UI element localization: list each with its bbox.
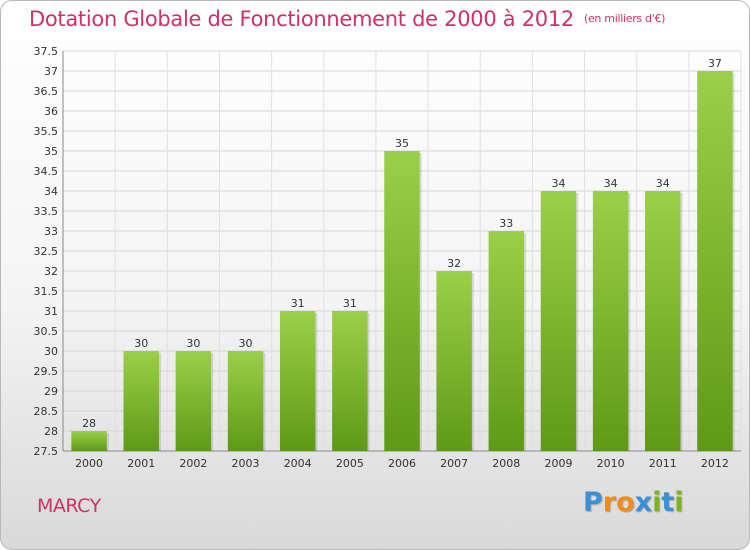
y-tick-label: 29 bbox=[44, 385, 58, 398]
y-tick-label: 34.5 bbox=[34, 165, 59, 178]
bar-value-label: 34 bbox=[551, 177, 565, 190]
y-tick-label: 28 bbox=[44, 425, 58, 438]
x-tick-label: 2007 bbox=[440, 457, 468, 470]
bar-2009 bbox=[540, 191, 577, 451]
x-tick-label: 2011 bbox=[649, 457, 677, 470]
bar-2012 bbox=[697, 71, 733, 451]
y-tick-label: 37.5 bbox=[34, 45, 59, 58]
y-tick-label: 30.5 bbox=[34, 325, 59, 338]
bar-value-label: 31 bbox=[343, 297, 357, 310]
bar-2005 bbox=[332, 311, 368, 451]
x-tick-label: 2009 bbox=[544, 457, 572, 470]
bar-value-label: 32 bbox=[447, 257, 461, 270]
y-tick-label: 36 bbox=[44, 105, 58, 118]
x-tick-label: 2000 bbox=[75, 457, 103, 470]
bar-2008 bbox=[488, 231, 525, 451]
bar-2011 bbox=[645, 191, 681, 451]
logo-letter: i bbox=[674, 487, 684, 518]
proxiti-logo[interactable]: Proxiti bbox=[583, 487, 684, 518]
x-tick-label: 2001 bbox=[127, 457, 155, 470]
logo-letter: t bbox=[661, 487, 675, 518]
y-tick-label: 31 bbox=[44, 305, 58, 318]
bar-2006 bbox=[384, 151, 420, 451]
x-tick-label: 2012 bbox=[701, 457, 729, 470]
bar-value-label: 35 bbox=[395, 137, 409, 150]
bar-value-label: 31 bbox=[291, 297, 305, 310]
chart-subtitle: (en milliers d'€) bbox=[583, 12, 666, 25]
bar-value-label: 30 bbox=[134, 337, 148, 350]
y-tick-label: 27.5 bbox=[34, 445, 59, 458]
chart-title-text: Dotation Globale de Fonctionnement de 20… bbox=[29, 7, 574, 31]
bars bbox=[71, 71, 735, 451]
bar-value-label: 30 bbox=[186, 337, 200, 350]
logo-letter: P bbox=[583, 487, 603, 518]
bar-value-label: 34 bbox=[656, 177, 670, 190]
y-tick-label: 36.5 bbox=[34, 85, 59, 98]
labels: 27.5 28 28.5 29 29.5 30 30.5 31 31.5 32 32.5 33 33.5… bbox=[34, 45, 729, 470]
bar-value-label: 33 bbox=[499, 217, 513, 230]
town-name: MARCY bbox=[37, 495, 101, 517]
logo-letter: i bbox=[652, 487, 662, 518]
logo-letter: r bbox=[602, 487, 617, 518]
bar-2003 bbox=[227, 351, 264, 451]
x-tick-label: 2003 bbox=[232, 457, 260, 470]
y-tick-label: 37 bbox=[44, 65, 58, 78]
x-tick-label: 2010 bbox=[597, 457, 625, 470]
bar-2007 bbox=[436, 271, 472, 451]
y-tick-label: 35.5 bbox=[34, 125, 59, 138]
y-tick-label: 35 bbox=[44, 145, 58, 158]
bar-2002 bbox=[175, 351, 212, 451]
x-tick-label: 2006 bbox=[388, 457, 416, 470]
chart-title: Dotation Globale de Fonctionnement de 20… bbox=[29, 7, 665, 31]
y-tick-label: 28.5 bbox=[34, 405, 59, 418]
bar-2010 bbox=[592, 191, 629, 451]
bar-2001 bbox=[123, 351, 159, 451]
y-tick-label: 33 bbox=[44, 225, 58, 238]
y-tick-label: 32 bbox=[44, 265, 58, 278]
y-tick-label: 31.5 bbox=[34, 285, 59, 298]
x-tick-label: 2004 bbox=[284, 457, 312, 470]
y-tick-label: 32.5 bbox=[34, 245, 59, 258]
x-tick-label: 2005 bbox=[336, 457, 364, 470]
logo-letter: x bbox=[634, 487, 653, 518]
y-tick-label: 34 bbox=[44, 185, 58, 198]
y-tick-label: 30 bbox=[44, 345, 58, 358]
logo-letter: o bbox=[616, 487, 635, 518]
bar-2004 bbox=[279, 311, 316, 451]
bar-value-label: 34 bbox=[604, 177, 618, 190]
x-tick-label: 2002 bbox=[179, 457, 207, 470]
y-tick-label: 29.5 bbox=[34, 365, 59, 378]
bar-value-label: 30 bbox=[239, 337, 253, 350]
bar-value-label: 28 bbox=[82, 417, 96, 430]
bar-value-label: 37 bbox=[708, 57, 722, 70]
y-tick-label: 33.5 bbox=[34, 205, 59, 218]
bar-2000 bbox=[71, 431, 107, 451]
x-tick-label: 2008 bbox=[492, 457, 520, 470]
